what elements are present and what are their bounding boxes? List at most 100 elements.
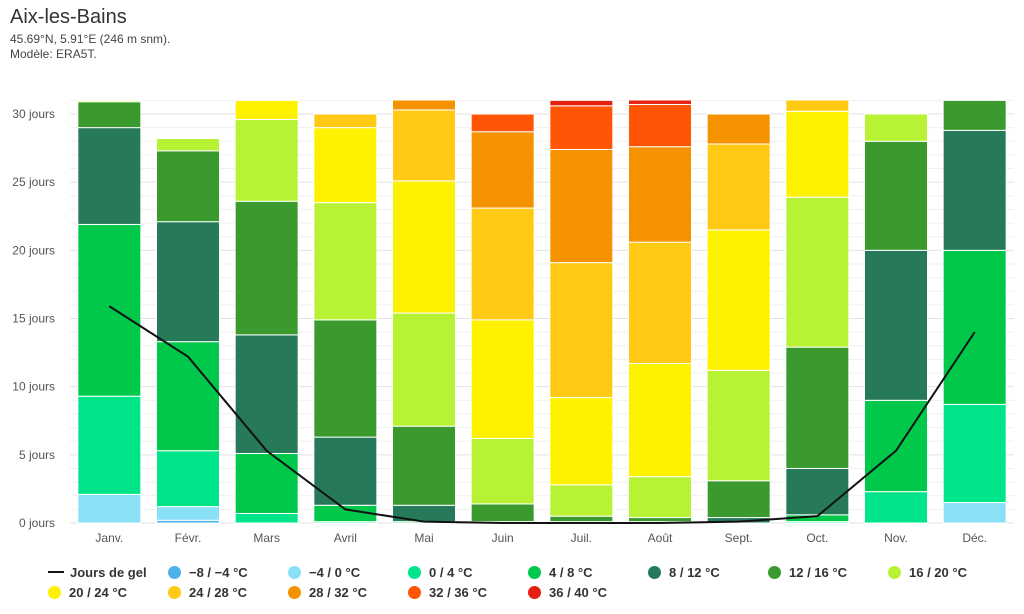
- legend-label: Jours de gel: [70, 564, 147, 580]
- bar-segment: [470, 437, 535, 505]
- bar-segment: [156, 450, 220, 508]
- bar-segment: [706, 480, 771, 519]
- bar-segment: [628, 517, 692, 523]
- legend-item[interactable]: 16 / 20 °C: [888, 565, 1008, 580]
- bar-segment: [392, 109, 456, 182]
- x-tick-label: Mars: [253, 531, 280, 545]
- bar-segment: [864, 113, 928, 142]
- bar-segment: [392, 180, 456, 314]
- legend-row: Jours de gel −8 / −4 °C −4 / 0 °C 0 / 4 °C 4…: [48, 562, 1008, 582]
- bar-segment: [77, 223, 142, 397]
- bar-segment: [628, 241, 692, 364]
- x-tick-label: Juil.: [571, 531, 592, 545]
- legend-item[interactable]: 12 / 16 °C: [768, 565, 888, 580]
- bar-segment: [234, 200, 299, 336]
- legend-item[interactable]: 36 / 40 °C: [528, 585, 648, 600]
- y-tick-label: 25 jours: [12, 175, 55, 189]
- bar-segment: [470, 131, 535, 209]
- bar-segment: [156, 506, 220, 521]
- y-tick-label: 15 jours: [12, 312, 55, 326]
- bar-segment: [549, 262, 614, 399]
- x-tick-label: Avril: [334, 531, 357, 545]
- frost-days-line: [108, 305, 976, 524]
- bar-segment: [156, 221, 220, 343]
- bar-segment: [785, 467, 850, 516]
- legend-label: 16 / 20 °C: [909, 564, 967, 580]
- legend-label: −8 / −4 °C: [189, 564, 248, 580]
- bar-segment: [392, 99, 456, 111]
- y-tick-label: 10 jours: [12, 380, 55, 394]
- bar-segment: [313, 113, 378, 129]
- bar-segment: [234, 452, 299, 514]
- legend-item[interactable]: −8 / −4 °C: [168, 565, 288, 580]
- y-tick-label: 20 jours: [12, 243, 55, 257]
- legend-color-swatch: [648, 565, 661, 579]
- bar-segment: [706, 113, 771, 145]
- legend-label: 28 / 32 °C: [309, 584, 367, 600]
- legend-item[interactable]: 20 / 24 °C: [48, 585, 168, 600]
- legend-color-swatch: [168, 585, 181, 599]
- bar-segment: [234, 99, 299, 120]
- bar-segment: [313, 319, 378, 438]
- legend-color-swatch: [168, 565, 181, 579]
- legend-label: 36 / 40 °C: [549, 584, 607, 600]
- page-title: Aix-les-Bains: [10, 6, 127, 28]
- bar-segment: [234, 512, 299, 524]
- legend-label: 24 / 28 °C: [189, 584, 247, 600]
- legend-item[interactable]: 4 / 8 °C: [528, 565, 648, 580]
- legend-item[interactable]: 24 / 28 °C: [168, 585, 288, 600]
- legend-color-swatch: [888, 565, 901, 579]
- bar-segment: [392, 312, 456, 427]
- legend-color-swatch: [48, 585, 61, 599]
- model-text: Modèle: ERA5T.: [10, 47, 97, 61]
- y-tick-label: 30 jours: [12, 107, 55, 121]
- bar-segment: [77, 395, 142, 495]
- legend-item[interactable]: 32 / 36 °C: [408, 585, 528, 600]
- x-tick-label: Sept.: [725, 531, 753, 545]
- legend-label: 12 / 16 °C: [789, 564, 847, 580]
- legend-color-swatch: [528, 565, 541, 579]
- bar-segment: [549, 148, 614, 264]
- bar-segment: [156, 138, 220, 152]
- x-tick-label: Déc.: [962, 531, 987, 545]
- legend-item[interactable]: 8 / 12 °C: [648, 565, 768, 580]
- bar-segment: [77, 101, 142, 129]
- bar-segment: [77, 127, 142, 225]
- bar-segment: [549, 484, 614, 517]
- x-tick-label: Févr.: [175, 531, 202, 545]
- bar-segment: [785, 99, 850, 112]
- bar-segment: [864, 140, 928, 251]
- bar-segment: [549, 99, 614, 107]
- bar-segment: [942, 502, 1007, 524]
- x-tick-label: Juin: [492, 531, 514, 545]
- legend-row: 20 / 24 °C 24 / 28 °C 28 / 32 °C 32 / 36 °C…: [48, 582, 1008, 602]
- legend-label: −4 / 0 °C: [309, 564, 361, 580]
- bar-segment: [785, 196, 850, 348]
- bar-segment: [628, 476, 692, 519]
- legend-color-swatch: [408, 585, 421, 599]
- legend-color-swatch: [288, 565, 301, 579]
- chart-legend: Jours de gel −8 / −4 °C −4 / 0 °C 0 / 4 °C 4…: [48, 562, 1008, 602]
- bar-segment: [313, 127, 378, 204]
- legend-label: 0 / 4 °C: [429, 564, 473, 580]
- legend-label: 20 / 24 °C: [69, 584, 127, 600]
- bar-segment: [470, 503, 535, 523]
- legend-item[interactable]: 0 / 4 °C: [408, 565, 528, 580]
- bar-segment: [549, 105, 614, 150]
- bar-segment: [864, 249, 928, 401]
- bar-segment: [628, 146, 692, 243]
- bar-segment: [706, 143, 771, 231]
- x-tick-label: Mai: [414, 531, 433, 545]
- x-tick-label: Nov.: [884, 531, 908, 545]
- bar-segment: [77, 99, 142, 103]
- bar-segment: [313, 202, 378, 321]
- bar-segment: [864, 399, 928, 493]
- legend-item[interactable]: Jours de gel: [48, 565, 168, 580]
- legend-item[interactable]: −4 / 0 °C: [288, 565, 408, 580]
- bar-segment: [785, 346, 850, 469]
- bar-segment: [549, 515, 614, 523]
- bar-segment: [234, 118, 299, 202]
- legend-color-swatch: [528, 585, 541, 599]
- legend-item[interactable]: 28 / 32 °C: [288, 585, 408, 600]
